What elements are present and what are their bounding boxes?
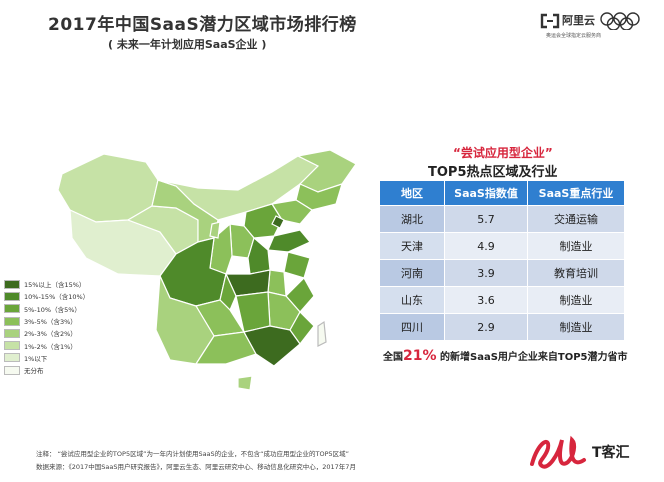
map-legend: 15%以上（含15%） 10%-15%（含10%） 5%-10%（含5%） 3%…	[4, 278, 96, 376]
legend-swatch	[4, 328, 20, 338]
legend-item: 3%-5%（含3%）	[4, 315, 96, 327]
region-guangdong	[243, 325, 301, 367]
legend-label: 15%以上（含15%）	[24, 281, 86, 290]
legend-label: 5%-10%（含5%）	[24, 305, 81, 314]
legend-label: 1%以下	[24, 354, 48, 363]
cell-region: 山东	[379, 286, 445, 314]
cell-index: 3.6	[444, 286, 528, 314]
legend-label: 1%-2%（含1%）	[24, 342, 77, 351]
data-source: 数据来源：《2017中国SaaS用户研究报告》，阿里云生态、阿里云研究中心、移动…	[36, 463, 356, 471]
legend-item: 1%以下	[4, 352, 96, 364]
footnote: 注释： “尝试应用型企业的TOP5区域”为一年内计划使用SaaS的企业，不包含“…	[36, 450, 350, 458]
legend-item: 2%-3%（含2%）	[4, 327, 96, 339]
legend-swatch	[4, 291, 20, 301]
summary-percent: 21%	[403, 348, 437, 364]
brand-mark-icon	[530, 435, 586, 469]
legend-swatch	[4, 279, 20, 289]
cell-region: 四川	[379, 313, 445, 341]
region-jiangsu	[283, 251, 311, 279]
table-row: 山东 3.6 制造业	[379, 286, 625, 314]
table-row: 天津 4.9 制造业	[379, 232, 625, 260]
legend-item: 1%-2%（含1%）	[4, 339, 96, 351]
column-header-region: 地区	[379, 180, 445, 206]
region-shandong	[267, 229, 311, 253]
cell-index: 3.9	[444, 259, 528, 287]
page-title: 2017年中国SaaS潜力区域市场排行榜	[48, 15, 357, 35]
region-henan	[247, 236, 271, 275]
table-header-row: 地区 SaaS指数值 SaaS重点行业	[379, 180, 625, 206]
column-header-industry: SaaS重点行业	[527, 180, 625, 206]
cell-industry: 制造业	[527, 232, 625, 260]
region-guangxi	[194, 331, 257, 365]
table-row: 四川 2.9 制造业	[379, 313, 625, 341]
tkehui-logo: T客汇	[528, 432, 648, 472]
cell-region: 河南	[379, 259, 445, 287]
table-title-line1: “尝试应用型企业”	[453, 146, 553, 160]
logo-tagline: 奥运会全球指定云服务商	[546, 33, 602, 39]
cell-industry: 制造业	[527, 286, 625, 314]
legend-item: 5%-10%（含5%）	[4, 303, 96, 315]
aliyun-logo: 阿里云 奥运会全球指定云服务商	[540, 10, 650, 50]
legend-label: 无分布	[24, 367, 44, 376]
cell-industry: 教育培训	[527, 259, 625, 287]
brand-text: T客汇	[592, 445, 630, 461]
table-row: 河南 3.9 教育培训	[379, 259, 625, 287]
summary-suffix: 的新增SaaS用户企业来自TOP5潜力省市	[436, 352, 628, 363]
summary-text: 全国21% 的新增SaaS用户企业来自TOP5潜力省市	[383, 348, 628, 364]
legend-item: 10%-15%（含10%）	[4, 290, 96, 302]
cell-index: 5.7	[444, 205, 528, 233]
legend-label: 10%-15%（含10%）	[24, 293, 90, 302]
legend-item: 15%以上（含15%）	[4, 278, 96, 290]
aliyun-mark-icon	[540, 13, 560, 29]
cell-industry: 交通运输	[527, 205, 625, 233]
legend-swatch	[4, 353, 20, 363]
cell-region: 湖北	[379, 205, 445, 233]
cell-index: 2.9	[444, 313, 528, 341]
cell-index: 4.9	[444, 232, 528, 260]
olympic-rings-icon	[600, 12, 640, 30]
legend-swatch	[4, 304, 20, 314]
region-ningxia	[209, 221, 221, 239]
legend-label: 2%-3%（含2%）	[24, 330, 77, 339]
table-row: 湖北 5.7 交通运输	[379, 205, 625, 233]
region-tianjin	[271, 215, 285, 229]
region-hainan	[237, 375, 253, 391]
cell-industry: 制造业	[527, 313, 625, 341]
china-map	[57, 150, 357, 391]
summary-prefix: 全国	[383, 352, 403, 363]
legend-swatch	[4, 316, 20, 326]
table-title-line2: TOP5热点区域及行业	[428, 165, 558, 180]
region-hunan	[235, 291, 271, 333]
logo-name: 阿里云	[562, 14, 595, 27]
column-header-index: SaaS指数值	[444, 180, 528, 206]
legend-swatch	[4, 341, 20, 351]
page-subtitle: ( 未来一年计划应用SaaS企业 )	[108, 38, 267, 51]
region-taiwan	[317, 320, 327, 347]
legend-item: 无分布	[4, 364, 96, 376]
legend-swatch	[4, 365, 20, 375]
top5-table: 地区 SaaS指数值 SaaS重点行业 湖北 5.7 交通运输 天津 4.9 制…	[379, 180, 625, 341]
cell-region: 天津	[379, 232, 445, 260]
legend-label: 3%-5%（含3%）	[24, 318, 77, 327]
